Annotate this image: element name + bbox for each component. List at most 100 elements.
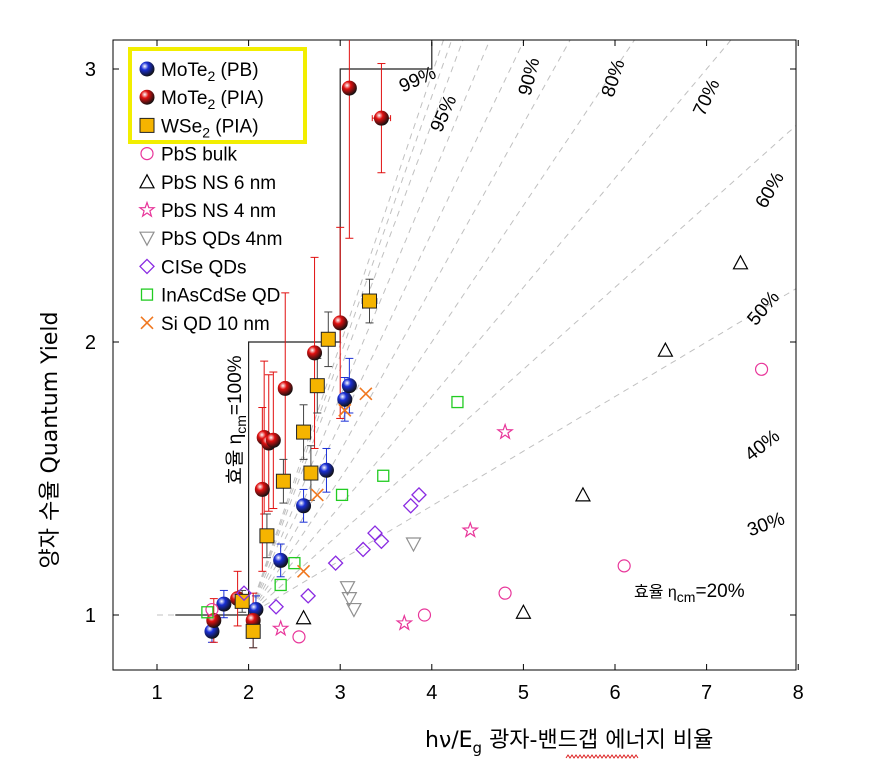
point-star	[461, 521, 480, 538]
point-diamond	[402, 497, 419, 514]
legend-label: PbS NS 6 nm	[161, 173, 276, 194]
point-square	[139, 117, 155, 133]
legend-label: InAsCdSe QD	[161, 286, 280, 307]
point-x	[359, 387, 373, 401]
point-square	[296, 424, 312, 440]
legend-marker	[139, 117, 155, 133]
point-ball	[337, 391, 353, 407]
point-diamond	[268, 598, 284, 615]
x-tick-label: 2	[243, 682, 254, 704]
point-circle	[417, 608, 432, 622]
point-ball	[341, 80, 357, 96]
x-tick-label: 6	[609, 682, 620, 704]
legend-label: CISe QDs	[161, 257, 247, 278]
efficiency-label-80%: 80%	[598, 57, 630, 100]
efficiency-guide-70%	[157, 40, 525, 616]
legend-label: WSe2 (PIA)	[161, 116, 259, 140]
point-ball	[318, 462, 334, 478]
efficiency-label-99%: 99%	[396, 63, 439, 98]
point-ball	[273, 552, 289, 568]
point-square-open	[288, 556, 301, 570]
point-square-open	[201, 606, 214, 619]
point-ball	[254, 481, 270, 497]
point-square	[245, 623, 261, 639]
point-ball	[307, 345, 323, 361]
point-circle	[140, 147, 154, 161]
efficiency-guide-90%	[157, 40, 464, 616]
point-triangle-down	[405, 537, 422, 553]
efficiency-guide-80%	[157, 40, 491, 616]
legend-label: PbS QDs 4nm	[161, 229, 282, 250]
point-x	[296, 564, 311, 578]
legend-marker	[139, 89, 155, 105]
point-triangle-up	[657, 341, 674, 357]
point-square	[309, 378, 325, 394]
point-square	[320, 331, 336, 347]
point-diamond	[300, 587, 317, 604]
legend-label: MoTe2 (PIA)	[161, 88, 264, 112]
legend-marker	[138, 173, 156, 189]
x-tick-label: 3	[335, 682, 346, 704]
efficiency-label-95%: 95%	[427, 92, 462, 135]
point-ball	[341, 378, 357, 394]
y-tick-label: 2	[85, 332, 96, 354]
legend-marker	[140, 288, 154, 301]
plot-frame	[112, 39, 797, 671]
point-ball	[296, 498, 312, 514]
point-square-open	[274, 578, 287, 592]
point-square	[259, 528, 275, 544]
point-diamond	[355, 541, 372, 558]
legend-label: Si QD 10 nm	[161, 314, 270, 335]
axes: 1 2 3 4 5 6 7 8 1 2 3 hν/Eg 광자-밴드갭 에너지 비율 양자 수율 Quan…	[38, 40, 804, 759]
point-square-open	[140, 288, 154, 301]
point-diamond	[411, 486, 427, 503]
point-square-open	[451, 395, 464, 409]
point-circle	[617, 559, 631, 573]
spellcheck-underline	[565, 754, 639, 759]
efficiency-guide-60%	[157, 40, 571, 616]
eta20-label: 효율 ηcm=20%	[634, 581, 745, 605]
point-circle	[498, 586, 512, 600]
efficiency-label-90%: 90%	[515, 56, 545, 98]
x-axis-title: hν/Eg 광자-밴드갭 에너지 비율	[425, 728, 713, 757]
legend-marker	[140, 316, 154, 330]
point-ball	[373, 110, 389, 126]
y-axis-title: 양자 수율 Quantum Yield	[38, 311, 63, 568]
point-square-open	[377, 469, 390, 482]
point-star	[395, 613, 414, 631]
point-triangle-up	[732, 254, 749, 270]
efficiency-guide-30%	[157, 124, 796, 616]
point-ball	[216, 596, 232, 612]
point-diamond	[373, 533, 390, 550]
x-tick-label: 5	[518, 682, 529, 704]
legend: MoTe2 (PB) MoTe2 (PIA) WSe2 (PIA) PbS bulk P…	[128, 47, 307, 335]
eta100-label: 효율 ηcm=100%	[224, 355, 249, 484]
point-x	[310, 488, 324, 502]
point-triangle-down	[345, 602, 362, 618]
data-points	[201, 40, 769, 649]
point-x	[140, 316, 154, 330]
point-ball	[206, 612, 222, 628]
point-square-open	[335, 488, 349, 502]
point-square	[362, 293, 378, 309]
y-tick-label: 1	[85, 605, 96, 627]
annotations: 효율 ηcm=100% 효율 ηcm=20%	[224, 355, 745, 605]
efficiency-label-50%: 50%	[744, 287, 785, 330]
legend-label: PbS NS 4 nm	[161, 201, 276, 222]
point-triangle-up	[138, 173, 156, 189]
point-triangle-up	[574, 486, 591, 502]
point-circle	[292, 630, 306, 644]
efficiency-guide-20%	[157, 288, 796, 616]
point-ball	[277, 380, 293, 396]
point-triangle-down	[341, 592, 358, 607]
point-triangle-down	[138, 231, 156, 247]
point-diamond	[139, 258, 155, 275]
point-star	[496, 422, 514, 440]
point-x	[338, 403, 352, 417]
x-tick-label: 4	[426, 682, 437, 704]
legend-marker	[139, 61, 155, 77]
legend-marker	[138, 231, 156, 247]
x-tick-label: 1	[151, 682, 162, 704]
point-diamond	[367, 525, 383, 542]
